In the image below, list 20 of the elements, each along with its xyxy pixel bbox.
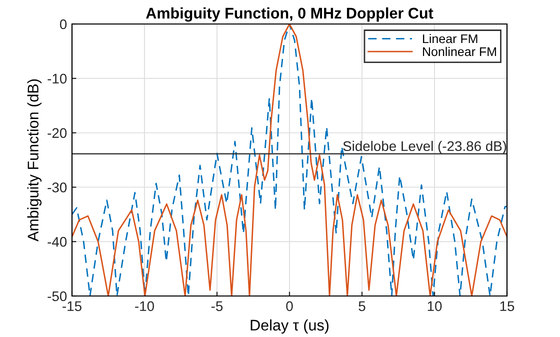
y-tick-label: -50 xyxy=(48,291,67,302)
y-tick-label: -20 xyxy=(48,128,67,138)
x-tick-label: 5 xyxy=(358,301,366,312)
ref-line-label: Sidelobe Level (-23.86 dB) xyxy=(343,140,506,154)
y-tick-label: 0 xyxy=(60,19,67,30)
y-tick-label: -40 xyxy=(48,236,67,247)
x-tick-label: 10 xyxy=(428,301,442,312)
x-tick-label: -5 xyxy=(211,301,223,312)
x-tick-label: -10 xyxy=(135,301,154,312)
y-tick-label: -10 xyxy=(48,74,67,84)
x-tick-label: 15 xyxy=(500,301,514,312)
x-tick-label: 0 xyxy=(286,301,293,312)
chart-title: Ambiguity Function, 0 MHz Doppler Cut xyxy=(146,7,434,22)
x-axis-title: Delay τ (us) xyxy=(250,319,328,334)
line-series xyxy=(72,24,507,296)
y-tick-label: -30 xyxy=(48,182,67,192)
x-tick-label: -15 xyxy=(62,301,82,312)
legend-label: Linear FM xyxy=(423,34,478,44)
y-axis-title: Ambiguity Function (dB) xyxy=(27,79,42,242)
legend-label: Nonlinear FM xyxy=(423,46,496,56)
